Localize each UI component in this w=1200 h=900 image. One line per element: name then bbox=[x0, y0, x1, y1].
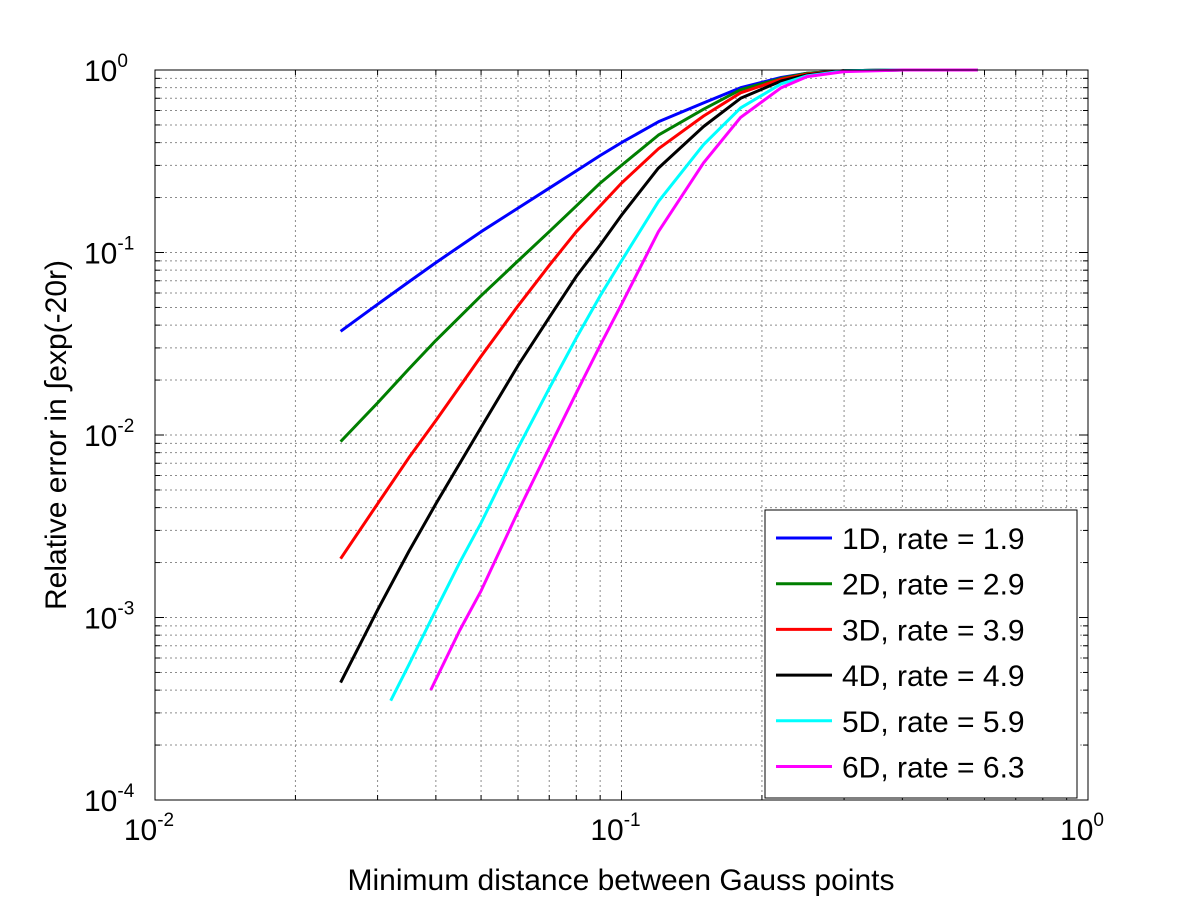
tick-labels: 10-2 10-1 100 10-4 10-3 10-2 10-1 100 bbox=[84, 51, 1104, 847]
y-tick-label: 10-2 bbox=[84, 416, 134, 453]
y-tick-label: 100 bbox=[84, 51, 128, 88]
legend-box bbox=[764, 509, 1078, 799]
y-tick-label: 10-3 bbox=[84, 599, 134, 636]
series-line-6 bbox=[429, 68, 978, 691]
y-tick-label: 10-1 bbox=[84, 234, 134, 271]
x-tick-label: 10-2 bbox=[124, 810, 174, 847]
legend-label: 4D, rate = 4.9 bbox=[842, 660, 1025, 693]
y-axis-label: Relative error in ∫exp(-20r) bbox=[40, 260, 73, 610]
axis-ticks bbox=[154, 70, 1088, 801]
series-lines bbox=[339, 68, 978, 702]
legend-label: 5D, rate = 5.9 bbox=[842, 706, 1025, 739]
grid-lines bbox=[155, 70, 1088, 800]
plot-frame bbox=[154, 69, 1089, 801]
y-tick-label: 10-4 bbox=[84, 781, 135, 818]
legend: 1D, rate = 1.9 2D, rate = 2.9 3D, rate = 3… bbox=[764, 509, 1078, 799]
x-tick-label: 10-1 bbox=[590, 810, 640, 847]
legend-label: 1D, rate = 1.9 bbox=[842, 523, 1025, 556]
x-tick-label: 100 bbox=[1060, 810, 1104, 847]
legend-label: 6D, rate = 6.3 bbox=[842, 752, 1025, 785]
x-axis-label: Minimum distance between Gauss points bbox=[348, 864, 895, 897]
legend-label: 3D, rate = 3.9 bbox=[842, 614, 1025, 647]
legend-label: 2D, rate = 2.9 bbox=[842, 569, 1025, 602]
